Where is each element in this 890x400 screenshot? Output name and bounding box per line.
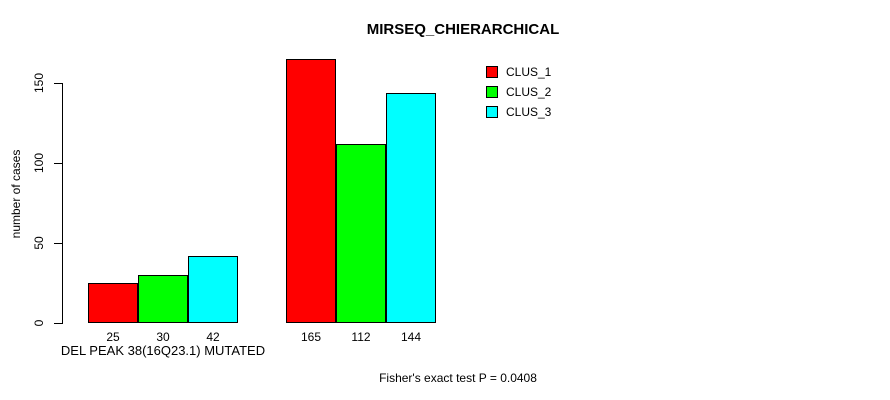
legend-label: CLUS_1	[506, 65, 552, 79]
y-axis-line	[62, 83, 63, 324]
y-tick-label: 100	[32, 152, 46, 174]
y-tick-mark	[54, 163, 62, 164]
bar-value-label: 165	[300, 330, 322, 344]
bar-value-label: 25	[106, 330, 120, 344]
legend-swatch-icon	[486, 66, 498, 78]
legend-swatch-icon	[486, 106, 498, 118]
legend-item-clus_2: CLUS_2	[486, 82, 551, 102]
bar-clus_1-group-1	[88, 283, 138, 323]
bar-value-label: 112	[351, 330, 371, 344]
y-tick-mark	[54, 83, 62, 84]
legend-swatch-icon	[486, 86, 498, 98]
y-tick-label: 150	[32, 72, 46, 94]
category-label: DEL PEAK 38(16Q23.1) MUTATED	[60, 343, 266, 358]
y-tick-mark	[54, 243, 62, 244]
bar-clus_1-group-2	[286, 59, 336, 323]
legend: CLUS_1 CLUS_2 CLUS_3	[486, 62, 551, 122]
legend-label: CLUS_2	[506, 85, 552, 99]
legend-label: CLUS_3	[506, 105, 552, 119]
chart-title: MIRSEQ_CHIERARCHICAL	[366, 21, 560, 38]
bar-value-label: 144	[400, 330, 422, 344]
y-tick-label: 50	[32, 236, 46, 250]
bar-value-label: 42	[206, 330, 220, 344]
bar-clus_2-group-1	[138, 275, 188, 323]
footer-annotation: Fisher's exact test P = 0.0408	[379, 371, 537, 385]
legend-item-clus_1: CLUS_1	[486, 62, 551, 82]
bar-clus_2-group-2	[336, 144, 386, 323]
y-axis-label: number of cases	[9, 149, 23, 239]
legend-item-clus_3: CLUS_3	[486, 102, 551, 122]
bar-clus_3-group-2	[386, 93, 436, 323]
bar-value-label: 30	[156, 330, 170, 344]
bar-clus_3-group-1	[188, 256, 238, 323]
y-tick-label: 0	[32, 319, 46, 327]
y-tick-mark	[54, 323, 62, 324]
